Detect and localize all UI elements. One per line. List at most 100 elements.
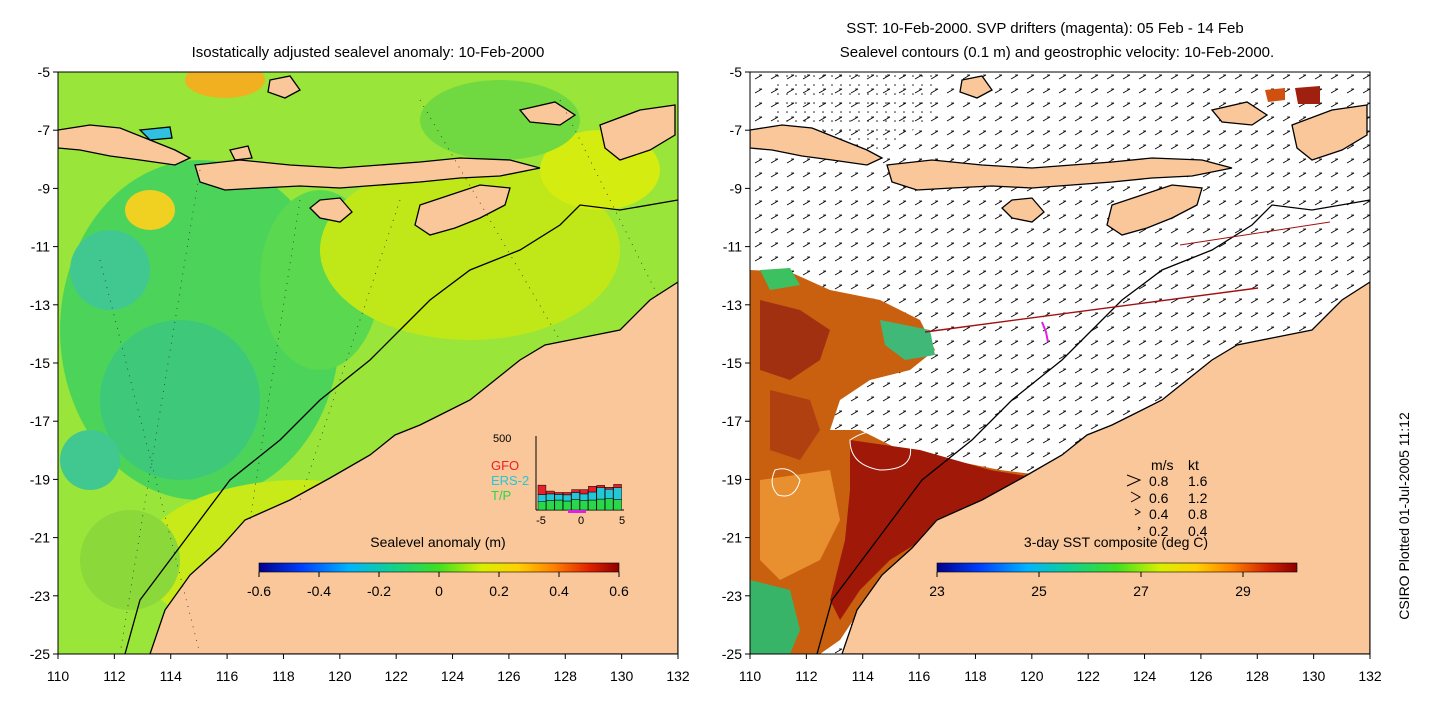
inset-bar-gfo [604,487,614,490]
land-australia-right [841,281,1370,654]
inset-legend-ers2: ERS-2 [491,473,529,488]
left-xtick-label: 118 [272,668,295,684]
inset-bar-gfo [579,489,589,495]
left-ytick-label: -17 [30,413,50,429]
inset-xtick-0: 0 [578,515,584,527]
inset-bar-tp [537,501,547,511]
right-ytick-label: -11 [723,239,742,255]
drifter-track-red-2 [1179,221,1331,246]
colorbar-tick-label: 23 [929,583,945,599]
right-ytick-label: -25 [722,646,742,662]
right-xtick-label: 122 [1077,668,1101,684]
right-ytick-label: -5 [730,64,743,80]
sst-colorbar [936,562,1298,573]
inset-bar-gfo [554,492,563,495]
colorbar-tick-label: 29 [1235,583,1251,599]
inset-bar-gfo [562,492,572,496]
inset-bar-tp [613,499,622,511]
left-x-axis: 110 112 114 116 118 120 122 124 126 128 130 132 [47,654,690,684]
left-panel-title: Isostatically adjusted sealevel anomaly:… [192,44,545,61]
colorbar-tick-label: 0 [435,583,443,599]
altimeter-inset: 500 GFO ERS-2 T/P -5 0 5 [491,433,625,527]
velocity-row-4-ms: 0.2 [1149,523,1169,539]
right-xtick-label: 124 [1133,668,1157,684]
inset-xtick-neg5: -5 [536,515,546,527]
inset-bar-tp [562,500,572,511]
right-xtick-label: 132 [1358,668,1382,684]
right-ytick-label: -21 [722,530,742,546]
inset-bar-gfo [571,489,580,493]
left-xtick-label: 122 [385,668,409,684]
velocity-arrow-08 [1126,474,1142,487]
velocity-arrow-02 [1137,526,1141,531]
sealevel-contours [771,430,912,497]
inset-bar-ers2 [546,493,555,501]
sst-colorbar-label: 3-day SST composite (deg C) [1024,534,1208,550]
left-ytick-label: -13 [30,297,50,313]
inset-bar-gfo [546,490,555,495]
islands-right [750,75,1368,236]
inset-bar-tp [588,499,597,511]
velocity-arrow-06 [1130,491,1142,503]
left-ytick-label: -5 [38,64,51,80]
left-ytick-label: -21 [30,530,50,546]
right-y-axis: -5 -7 -9 -11 -13 -15 -17 -19 -21 -23 -25 [722,64,750,662]
left-xtick-label: 114 [160,668,183,684]
right-x-axis: 110 112 114 116 118 120 122 124 126 128 130 132 [739,654,1382,684]
right-ytick-label: -7 [730,122,743,138]
shelf-break-line-right [816,199,1370,654]
inset-xtick-5: 5 [619,515,625,527]
left-xtick-label: 130 [610,668,634,684]
right-xtick-label: 110 [739,668,762,684]
left-ytick-label: -25 [30,646,50,662]
sla-colorbar-label: Sealevel anomaly (m) [370,534,505,550]
inset-bar-ers2 [562,494,572,502]
sla-colorbar [258,562,620,573]
inset-bar-ers2 [554,494,563,501]
inset-bar-ers2 [604,488,614,499]
velocity-legend: m/s kt 0.8 1.6 0.6 1.2 0.4 0.8 0.2 0.4 [1126,457,1208,539]
velocity-legend-ms-header: m/s [1151,457,1174,473]
inset-bar-tp [579,500,589,511]
left-xtick-label: 126 [497,668,521,684]
inset-bar-ers2 [537,494,547,502]
left-xtick-label: 116 [216,668,239,684]
right-ytick-label: -23 [722,588,742,604]
inset-bar-tp [604,498,614,511]
velocity-row-3-ms: 0.4 [1149,506,1169,522]
inset-bar-gfo [588,486,597,493]
right-ytick-label: -19 [722,471,742,487]
sla-colorbar-ticks: -0.6 -0.4 -0.2 0 0.2 0.4 0.6 [247,572,629,599]
inset-bar-ers2 [579,493,589,501]
inset-bar-gfo [537,484,547,495]
left-xtick-label: 128 [554,668,578,684]
inset-bar-tp [596,498,605,511]
inset-bar-ers2 [596,487,605,500]
left-ytick-label: -19 [30,471,50,487]
colorbar-tick-label: -0.2 [367,583,391,599]
islands-left [58,75,676,236]
right-xtick-label: 114 [852,668,875,684]
colorbar-tick-label: 0.4 [549,583,569,599]
inset-ymax-label: 500 [493,433,511,445]
velocity-row-1-kt: 1.6 [1188,473,1208,489]
left-y-axis: -5 -7 -9 -11 -13 -15 -17 -19 -21 -23 -25 [30,64,58,662]
inset-bar-gfo [596,485,605,488]
left-ytick-label: -23 [30,588,50,604]
left-xtick-label: 110 [47,668,70,684]
velocity-row-1-ms: 0.8 [1149,473,1169,489]
right-ytick-label: -9 [730,180,743,196]
colorbar-tick-label: 0.2 [489,583,509,599]
inset-bar-tp [571,499,580,511]
right-xtick-label: 128 [1246,668,1270,684]
right-xtick-label: 130 [1302,668,1326,684]
land-australia-left [149,281,678,654]
colorbar-tick-label: 25 [1031,583,1047,599]
left-xtick-label: 132 [666,668,690,684]
right-ytick-label: -17 [722,413,742,429]
right-panel-title-line2: Sealevel contours (0.1 m) and geostrophi… [840,44,1274,61]
sst-colorbar-ticks: 23 25 27 29 [929,572,1251,599]
inset-legend-tp: T/P [491,488,511,503]
left-ytick-label: -7 [38,122,51,138]
drifter-day-marker [568,510,586,513]
